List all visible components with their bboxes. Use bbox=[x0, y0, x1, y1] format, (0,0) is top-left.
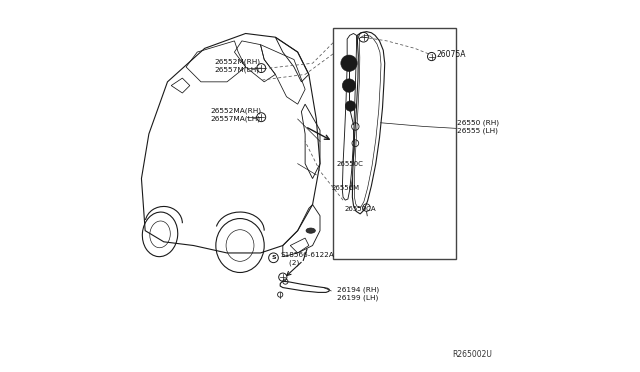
Text: 26550CA: 26550CA bbox=[344, 206, 376, 212]
Text: S: S bbox=[271, 255, 276, 260]
Circle shape bbox=[341, 55, 357, 71]
Text: 26194 (RH)
26199 (LH): 26194 (RH) 26199 (LH) bbox=[337, 287, 379, 301]
Bar bbox=[333, 28, 456, 259]
Circle shape bbox=[342, 79, 356, 92]
Text: 26550C: 26550C bbox=[337, 161, 364, 167]
Text: R265002U: R265002U bbox=[452, 350, 492, 359]
Text: 26552MA(RH)
26557MA(LH): 26552MA(RH) 26557MA(LH) bbox=[211, 108, 261, 122]
Ellipse shape bbox=[306, 228, 316, 233]
Circle shape bbox=[346, 101, 356, 111]
Text: 26556M: 26556M bbox=[331, 185, 359, 191]
Text: S18566-6122A
    (2): S18566-6122A (2) bbox=[280, 252, 334, 266]
Text: 26075A: 26075A bbox=[436, 50, 465, 59]
Text: 26550 (RH)
26555 (LH): 26550 (RH) 26555 (LH) bbox=[457, 119, 499, 134]
Text: 26552M(RH)
26557M(LH): 26552M(RH) 26557M(LH) bbox=[214, 59, 260, 73]
